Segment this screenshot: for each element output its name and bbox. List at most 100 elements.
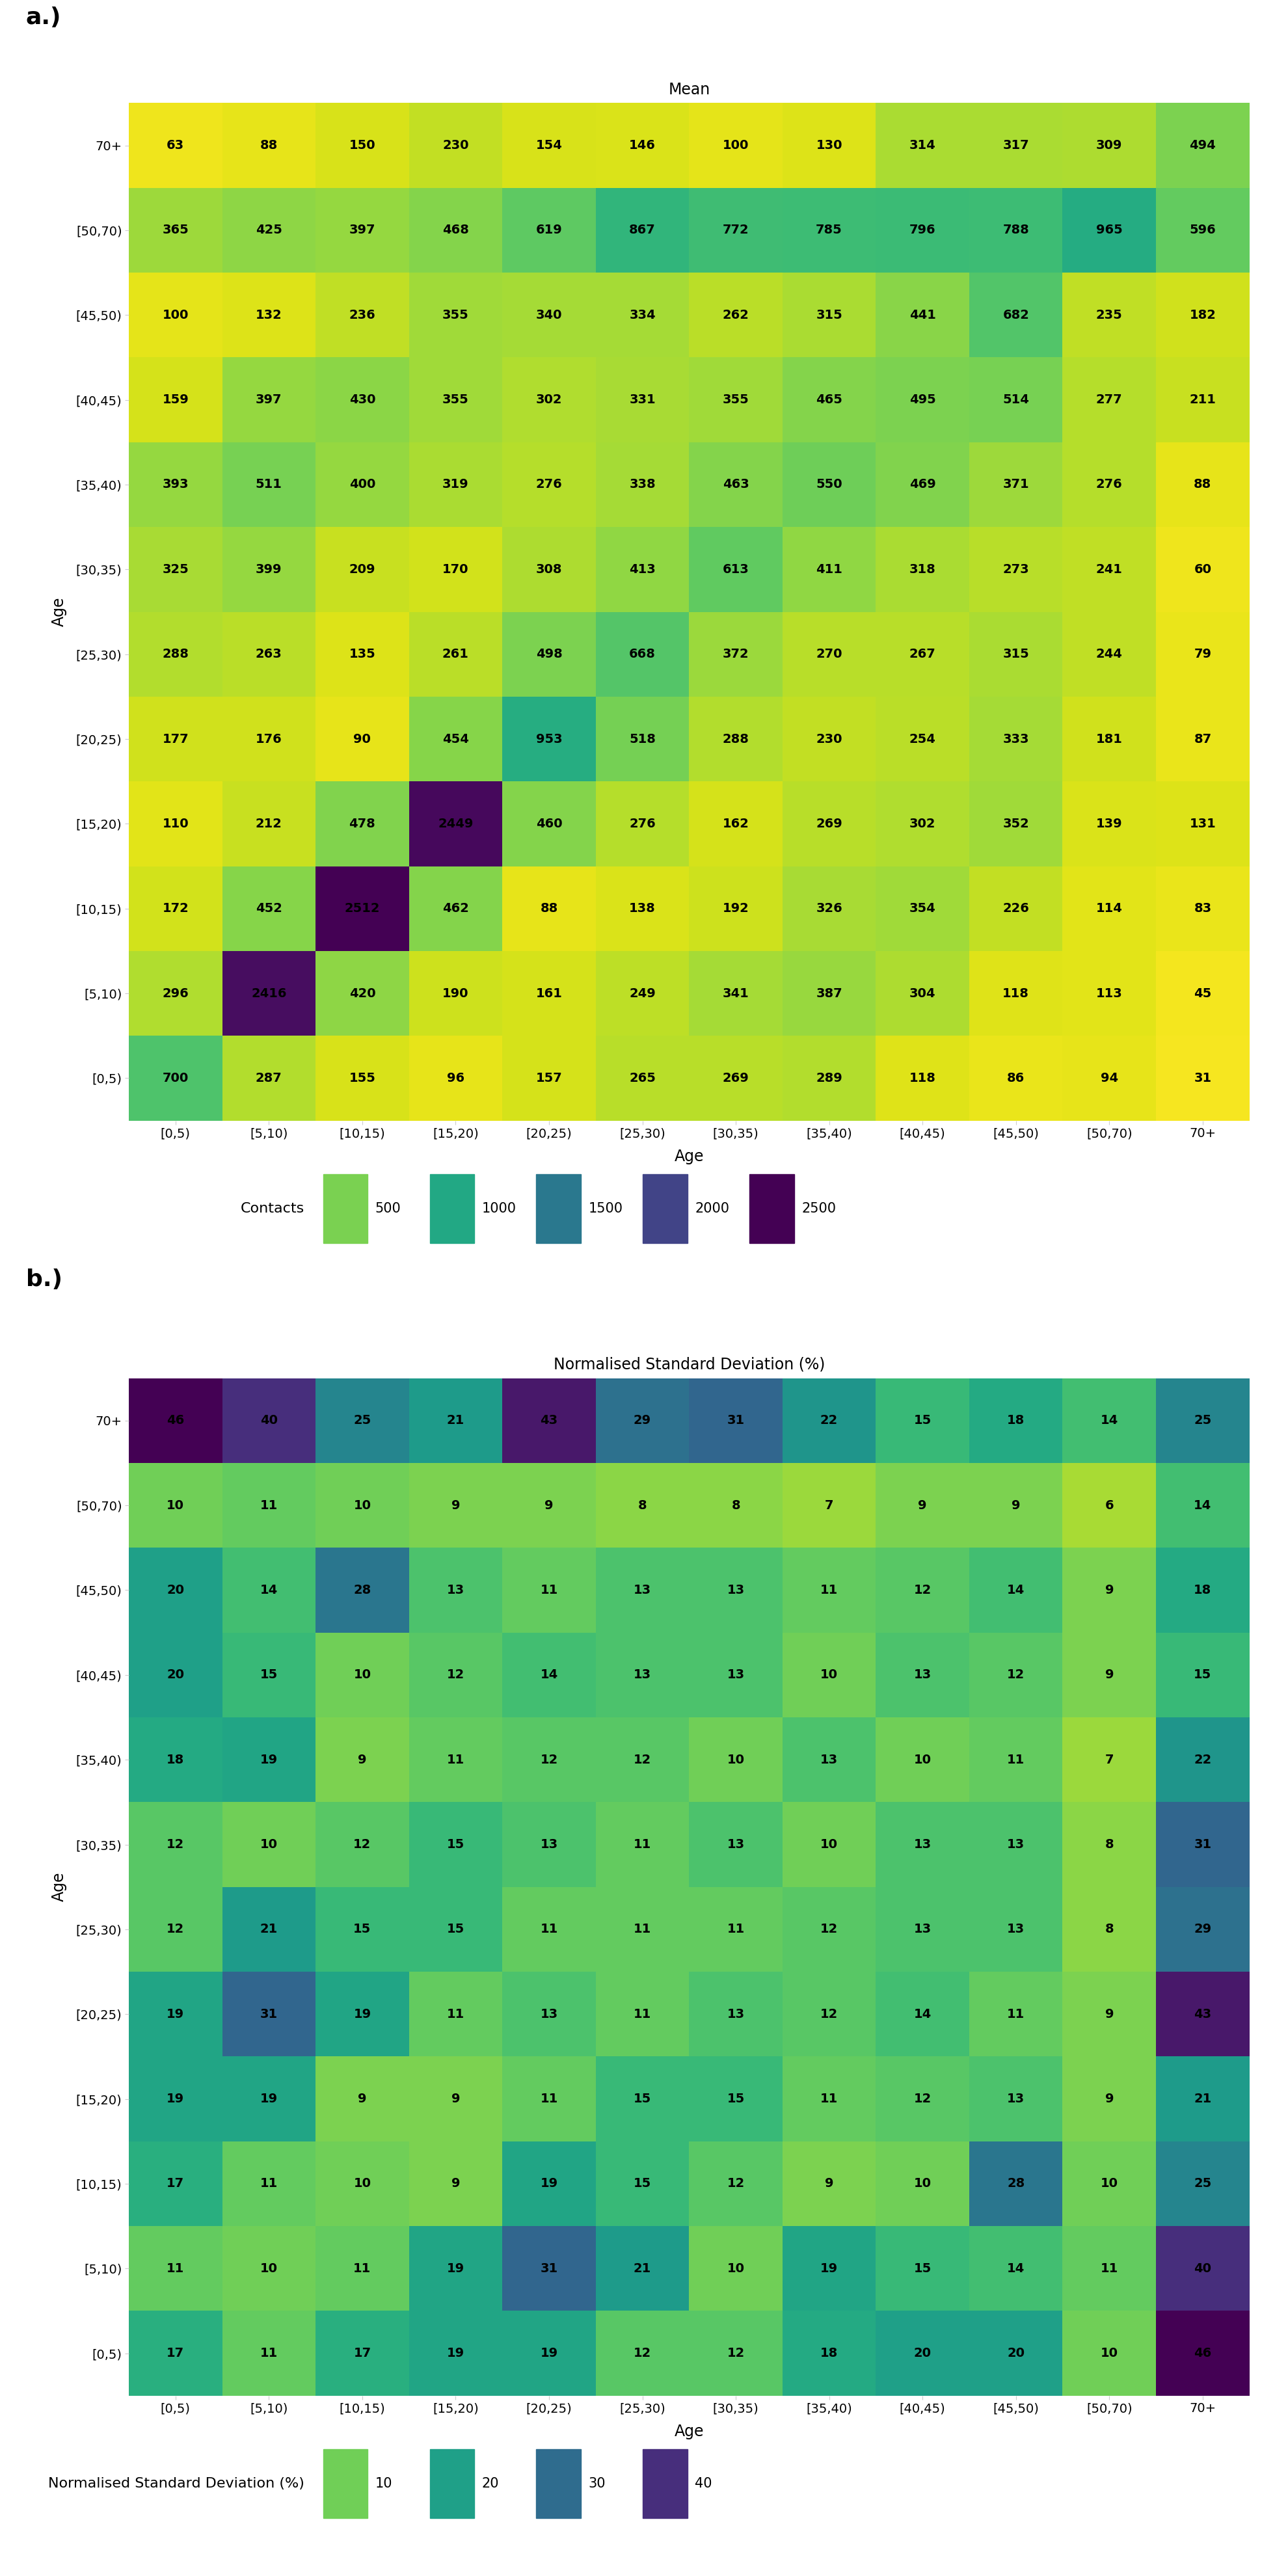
Bar: [410, 273, 502, 358]
Bar: [689, 613, 782, 696]
Bar: [1155, 103, 1249, 188]
Bar: [502, 2226, 595, 2311]
Bar: [410, 1633, 502, 1718]
Bar: [502, 696, 595, 781]
Bar: [782, 1633, 876, 1718]
Bar: [969, 273, 1063, 358]
Bar: [782, 866, 876, 951]
Bar: [1063, 103, 1155, 188]
Text: 170: 170: [443, 564, 469, 574]
Text: 468: 468: [442, 224, 469, 237]
Bar: [502, 443, 595, 528]
Bar: [502, 951, 595, 1036]
Bar: [323, 1175, 367, 1244]
Bar: [595, 1888, 689, 1971]
Bar: [1155, 1036, 1249, 1121]
Text: 25: 25: [1194, 1414, 1212, 1427]
Text: 9: 9: [1105, 1669, 1114, 1682]
Text: 12: 12: [447, 1669, 465, 1682]
Bar: [222, 1718, 316, 1803]
Bar: [222, 188, 316, 273]
Bar: [129, 2311, 222, 2396]
Text: 12: 12: [634, 1754, 652, 1767]
Text: 15: 15: [634, 2177, 652, 2190]
Text: 9: 9: [1011, 1499, 1020, 1512]
Text: 19: 19: [166, 2007, 184, 2020]
Bar: [1155, 866, 1249, 951]
Bar: [595, 2226, 689, 2311]
Bar: [129, 951, 222, 1036]
Text: 192: 192: [723, 902, 750, 914]
Bar: [410, 2311, 502, 2396]
Text: 162: 162: [723, 817, 750, 829]
Bar: [502, 1633, 595, 1718]
Bar: [689, 1463, 782, 1548]
Text: 13: 13: [540, 2007, 558, 2020]
Text: 399: 399: [256, 564, 282, 574]
Text: 146: 146: [629, 139, 656, 152]
Text: 94: 94: [1100, 1072, 1118, 1084]
Bar: [782, 273, 876, 358]
Bar: [222, 1888, 316, 1971]
Text: 155: 155: [349, 1072, 376, 1084]
Text: 40: 40: [260, 1414, 278, 1427]
Bar: [129, 2226, 222, 2311]
Text: 13: 13: [634, 1669, 652, 1682]
Text: 31: 31: [726, 1414, 744, 1427]
Bar: [222, 1548, 316, 1633]
Bar: [1063, 781, 1155, 866]
Text: 15: 15: [447, 1839, 465, 1850]
Bar: [316, 781, 410, 866]
Text: 411: 411: [815, 564, 842, 574]
Bar: [1155, 1633, 1249, 1718]
Bar: [782, 188, 876, 273]
Text: 355: 355: [442, 309, 469, 322]
Bar: [782, 2226, 876, 2311]
Bar: [222, 613, 316, 696]
Bar: [410, 866, 502, 951]
Bar: [876, 2311, 969, 2396]
Text: 265: 265: [629, 1072, 656, 1084]
Bar: [1155, 1378, 1249, 1463]
Text: 11: 11: [634, 1839, 652, 1850]
Bar: [129, 1718, 222, 1803]
Bar: [129, 1036, 222, 1121]
Text: 138: 138: [629, 902, 656, 914]
Text: 86: 86: [1007, 1072, 1025, 1084]
Text: 613: 613: [723, 564, 750, 574]
Text: 181: 181: [1096, 732, 1123, 744]
Bar: [876, 1633, 969, 1718]
Text: 315: 315: [815, 309, 842, 322]
Text: 20: 20: [166, 1584, 184, 1597]
Text: 10: 10: [260, 2262, 278, 2275]
Text: 340: 340: [536, 309, 562, 322]
Text: 11: 11: [353, 2262, 371, 2275]
Bar: [1155, 1463, 1249, 1548]
Bar: [222, 1971, 316, 2056]
Text: 8: 8: [638, 1499, 647, 1512]
Bar: [502, 613, 595, 696]
Bar: [876, 2056, 969, 2141]
Bar: [1155, 2141, 1249, 2226]
Bar: [1063, 696, 1155, 781]
Bar: [876, 188, 969, 273]
Text: 498: 498: [536, 649, 563, 659]
Text: 20: 20: [482, 2478, 498, 2491]
Bar: [1155, 1718, 1249, 1803]
Text: 8: 8: [1105, 1924, 1114, 1935]
Text: 463: 463: [723, 479, 750, 492]
Text: 796: 796: [909, 224, 936, 237]
Text: 2449: 2449: [438, 817, 473, 829]
Bar: [222, 1036, 316, 1121]
Bar: [222, 2311, 316, 2396]
Text: 19: 19: [540, 2347, 558, 2360]
Bar: [689, 1803, 782, 1888]
Text: 2500: 2500: [801, 1203, 836, 1216]
Bar: [502, 1803, 595, 1888]
Text: 11: 11: [1100, 2262, 1118, 2275]
Text: 46: 46: [1194, 2347, 1212, 2360]
Bar: [316, 1036, 410, 1121]
Bar: [129, 1548, 222, 1633]
Text: 60: 60: [1194, 564, 1212, 574]
Text: 511: 511: [255, 479, 282, 492]
